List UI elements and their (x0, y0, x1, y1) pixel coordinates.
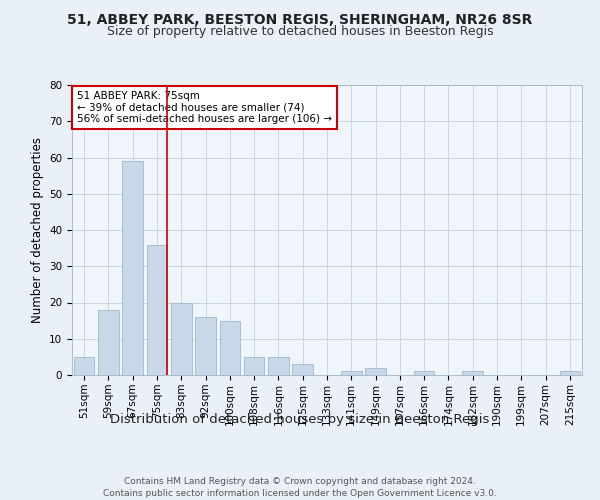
Bar (292, 364, 313, 375)
Bar (414, 372, 434, 375)
Bar (122, 161, 143, 375)
Bar (195, 317, 216, 375)
Bar (74, 357, 94, 375)
Text: 51, ABBEY PARK, BEESTON REGIS, SHERINGHAM, NR26 8SR: 51, ABBEY PARK, BEESTON REGIS, SHERINGHA… (67, 12, 533, 26)
Bar (341, 372, 362, 375)
Text: 51 ABBEY PARK: 75sqm
← 39% of detached houses are smaller (74)
56% of semi-detac: 51 ABBEY PARK: 75sqm ← 39% of detached h… (77, 91, 332, 124)
Bar (268, 357, 289, 375)
Bar (244, 357, 265, 375)
Bar (560, 372, 580, 375)
Bar (171, 302, 191, 375)
Bar (220, 320, 240, 375)
Bar (146, 244, 167, 375)
Y-axis label: Number of detached properties: Number of detached properties (31, 137, 44, 323)
Bar (463, 372, 483, 375)
Bar (365, 368, 386, 375)
Text: Contains HM Land Registry data © Crown copyright and database right 2024.
Contai: Contains HM Land Registry data © Crown c… (103, 476, 497, 498)
Text: Size of property relative to detached houses in Beeston Regis: Size of property relative to detached ho… (107, 25, 493, 38)
Bar (98, 310, 119, 375)
Text: Distribution of detached houses by size in Beeston Regis: Distribution of detached houses by size … (110, 412, 490, 426)
